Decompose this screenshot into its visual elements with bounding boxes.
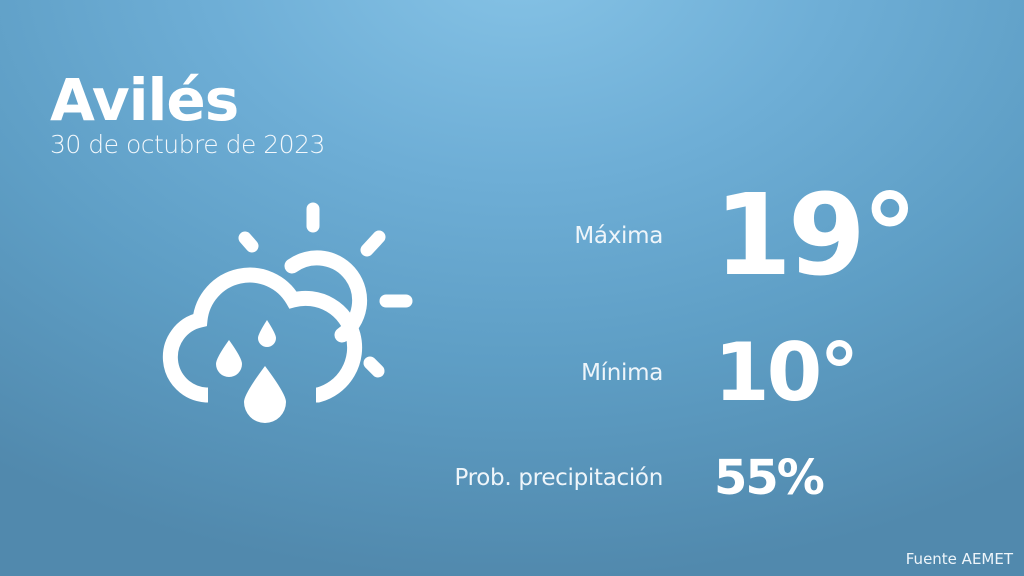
sun-rays-icon	[238, 202, 413, 378]
source-credit: Fuente AEMET	[905, 550, 1013, 568]
max-temp-label: Máxima	[574, 223, 663, 249]
precip-prob-value: 55%	[714, 450, 825, 506]
city-title: Avilés	[50, 66, 239, 134]
min-temp-label: Mínima	[581, 360, 663, 386]
rain-drops-icon	[216, 320, 286, 423]
max-temp-value: 19°	[714, 171, 918, 301]
min-temp-value: 10°	[714, 326, 859, 419]
precip-prob-label: Prob. precipitación	[454, 465, 663, 491]
cloud-outline	[162, 267, 363, 403]
forecast-date: 30 de octubre de 2023	[50, 130, 325, 159]
